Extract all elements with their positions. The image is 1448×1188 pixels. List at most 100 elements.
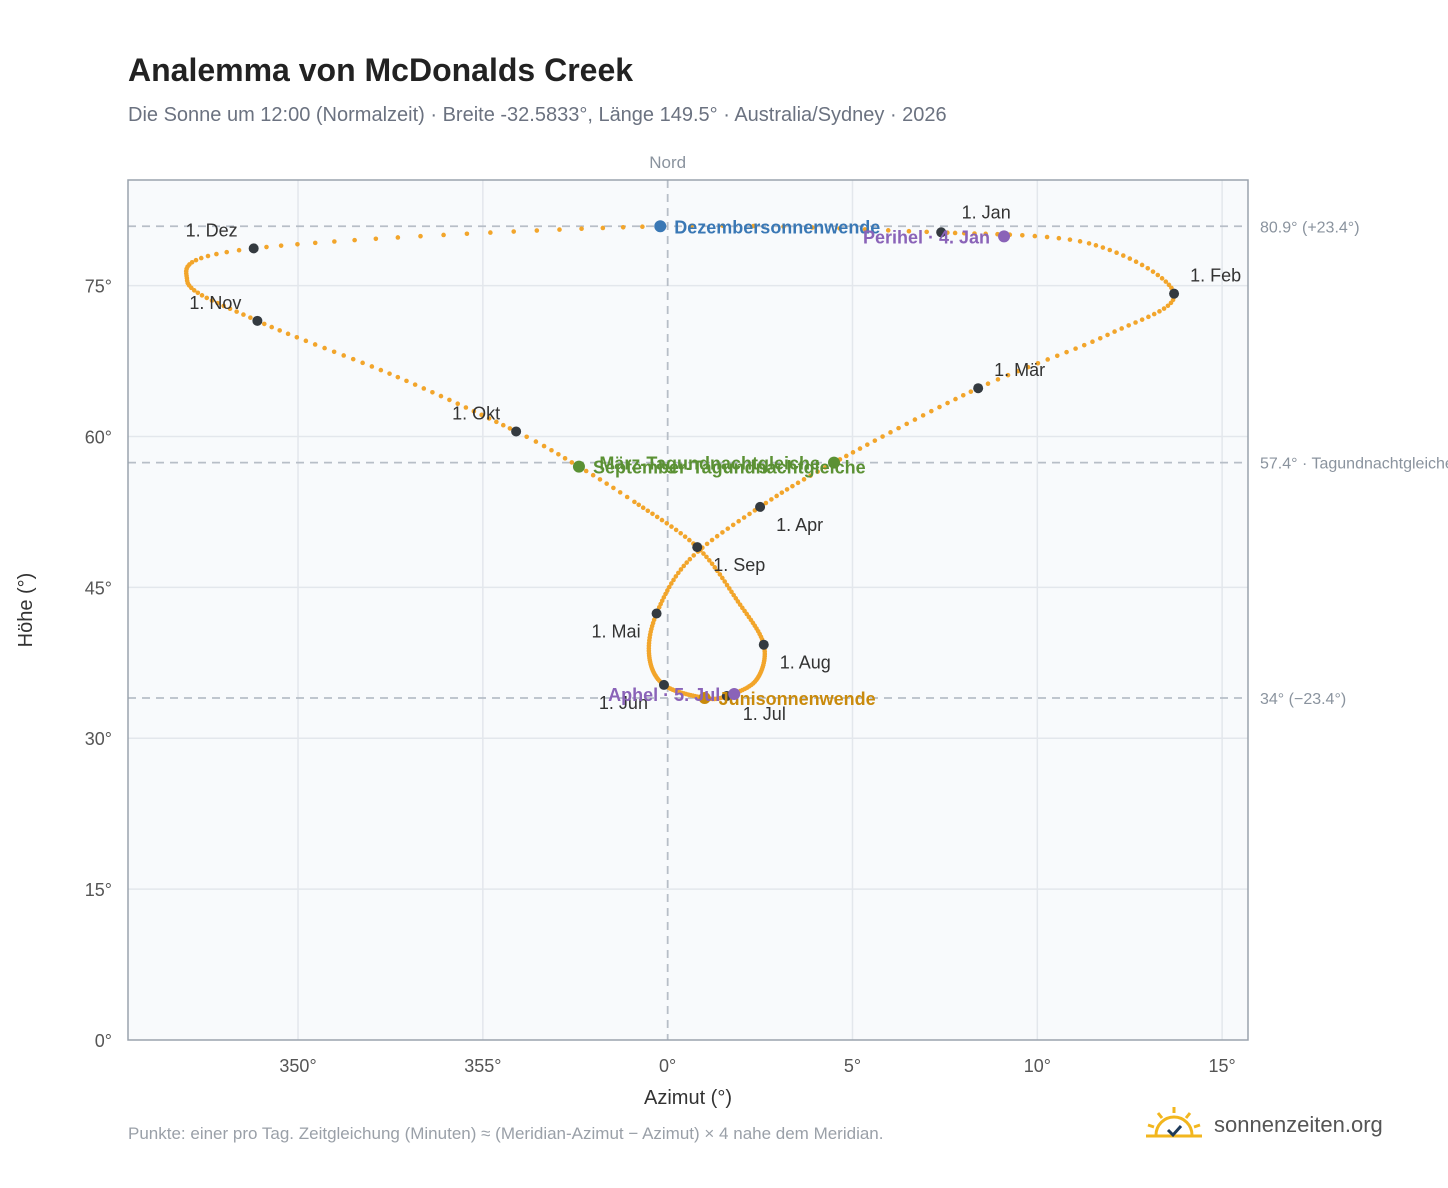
event-marker — [728, 687, 741, 700]
day-point — [904, 421, 910, 427]
x-tick-label: 15° — [1209, 1056, 1236, 1076]
day-point — [665, 588, 670, 593]
month-marker-label: 1. Mär — [994, 360, 1045, 380]
day-point — [205, 253, 211, 259]
day-point — [720, 575, 725, 581]
month-marker-label: 1. Dez — [186, 220, 238, 240]
day-point — [673, 574, 679, 579]
day-point — [945, 230, 950, 235]
month-marker-label: 1. Jul — [743, 704, 786, 724]
day-point — [995, 377, 1001, 382]
day-point — [784, 487, 790, 492]
day-point — [285, 331, 291, 337]
day-point — [269, 324, 275, 330]
day-point — [671, 577, 676, 583]
event-label: März-Tagundnachtgleiche — [599, 454, 820, 474]
day-point — [534, 228, 540, 233]
day-point — [234, 309, 239, 314]
day-point — [712, 565, 718, 570]
day-point — [189, 259, 195, 265]
day-point — [195, 290, 201, 296]
day-point — [278, 243, 284, 248]
day-point — [549, 447, 554, 453]
day-point — [983, 231, 988, 237]
grid-lines — [128, 180, 1248, 1040]
day-point — [645, 508, 651, 514]
month-marker-label: 1. Feb — [1190, 266, 1241, 286]
month-marker-label: 1. Mai — [592, 622, 641, 642]
day-point — [640, 224, 645, 230]
day-point — [906, 228, 912, 234]
day-point — [350, 356, 356, 362]
day-point — [709, 561, 715, 567]
day-point — [507, 426, 513, 431]
day-point — [295, 241, 300, 247]
day-point — [209, 298, 215, 303]
day-point — [666, 584, 672, 590]
day-point — [1064, 349, 1069, 355]
day-point — [1120, 253, 1126, 258]
day-point — [1163, 279, 1169, 284]
month-marker — [248, 243, 259, 254]
day-point — [726, 586, 732, 591]
month-marker-label: 1. Sep — [713, 555, 765, 575]
day-point — [1166, 282, 1172, 288]
y-tick-label: 75° — [85, 277, 112, 297]
day-point — [241, 312, 246, 317]
day-point — [924, 229, 929, 235]
day-point — [1168, 300, 1174, 306]
x-tick-label: 355° — [464, 1056, 501, 1076]
day-point — [781, 224, 786, 229]
day-point — [640, 505, 646, 511]
day-point — [620, 224, 626, 230]
month-marker-label: 1. Okt — [452, 403, 500, 423]
day-point — [215, 300, 220, 306]
north-label: Nord — [649, 153, 686, 172]
day-point — [709, 537, 715, 543]
x-axis-ticks: 350° 355° 0° 5° 10° 15° — [279, 1056, 1235, 1076]
day-point — [663, 591, 668, 597]
reference-line-label: 34° (−23.4°) — [1260, 691, 1346, 708]
day-point — [960, 393, 966, 398]
event-marker — [654, 220, 667, 233]
event-marker — [698, 692, 711, 705]
reference-line-label: 80.9° (+23.4°) — [1260, 219, 1360, 236]
day-point — [763, 500, 769, 506]
day-point — [395, 374, 401, 380]
month-marker — [692, 542, 703, 553]
day-point — [650, 511, 655, 517]
day-point — [303, 338, 309, 344]
reference-line-label: 57.4° · Tagundnachtgleiche — [1260, 456, 1448, 473]
day-point — [556, 452, 561, 457]
day-point — [920, 413, 926, 418]
day-point — [557, 227, 562, 232]
y-axis-ticks: 0° 15° 30° 45° 60° 75° — [85, 277, 112, 1051]
day-point — [972, 231, 977, 236]
day-point — [678, 530, 683, 536]
day-point — [204, 295, 210, 301]
day-point — [1044, 234, 1050, 240]
day-point — [438, 393, 444, 399]
day-point — [929, 408, 934, 414]
day-point — [1105, 332, 1110, 338]
month-marker — [511, 426, 522, 437]
day-point — [1093, 243, 1099, 248]
day-point — [617, 490, 623, 495]
day-point — [1146, 314, 1151, 320]
day-point — [312, 342, 318, 347]
event-label: Dezembersonnenwende — [674, 217, 880, 237]
brand-logo[interactable]: sonnenzeiten.org — [1146, 1100, 1383, 1150]
day-point — [720, 530, 725, 535]
day-point — [1165, 303, 1171, 309]
footnote: Punkte: einer pro Tag. Zeitgleichung (Mi… — [128, 1124, 884, 1143]
day-point — [1020, 233, 1025, 238]
day-point — [463, 405, 469, 410]
day-point — [682, 534, 688, 539]
day-point — [611, 485, 616, 491]
day-point — [659, 517, 665, 523]
month-marker — [658, 679, 669, 690]
month-marker — [758, 639, 769, 650]
day-point — [1032, 233, 1038, 239]
plot-frame — [127, 179, 1249, 1041]
